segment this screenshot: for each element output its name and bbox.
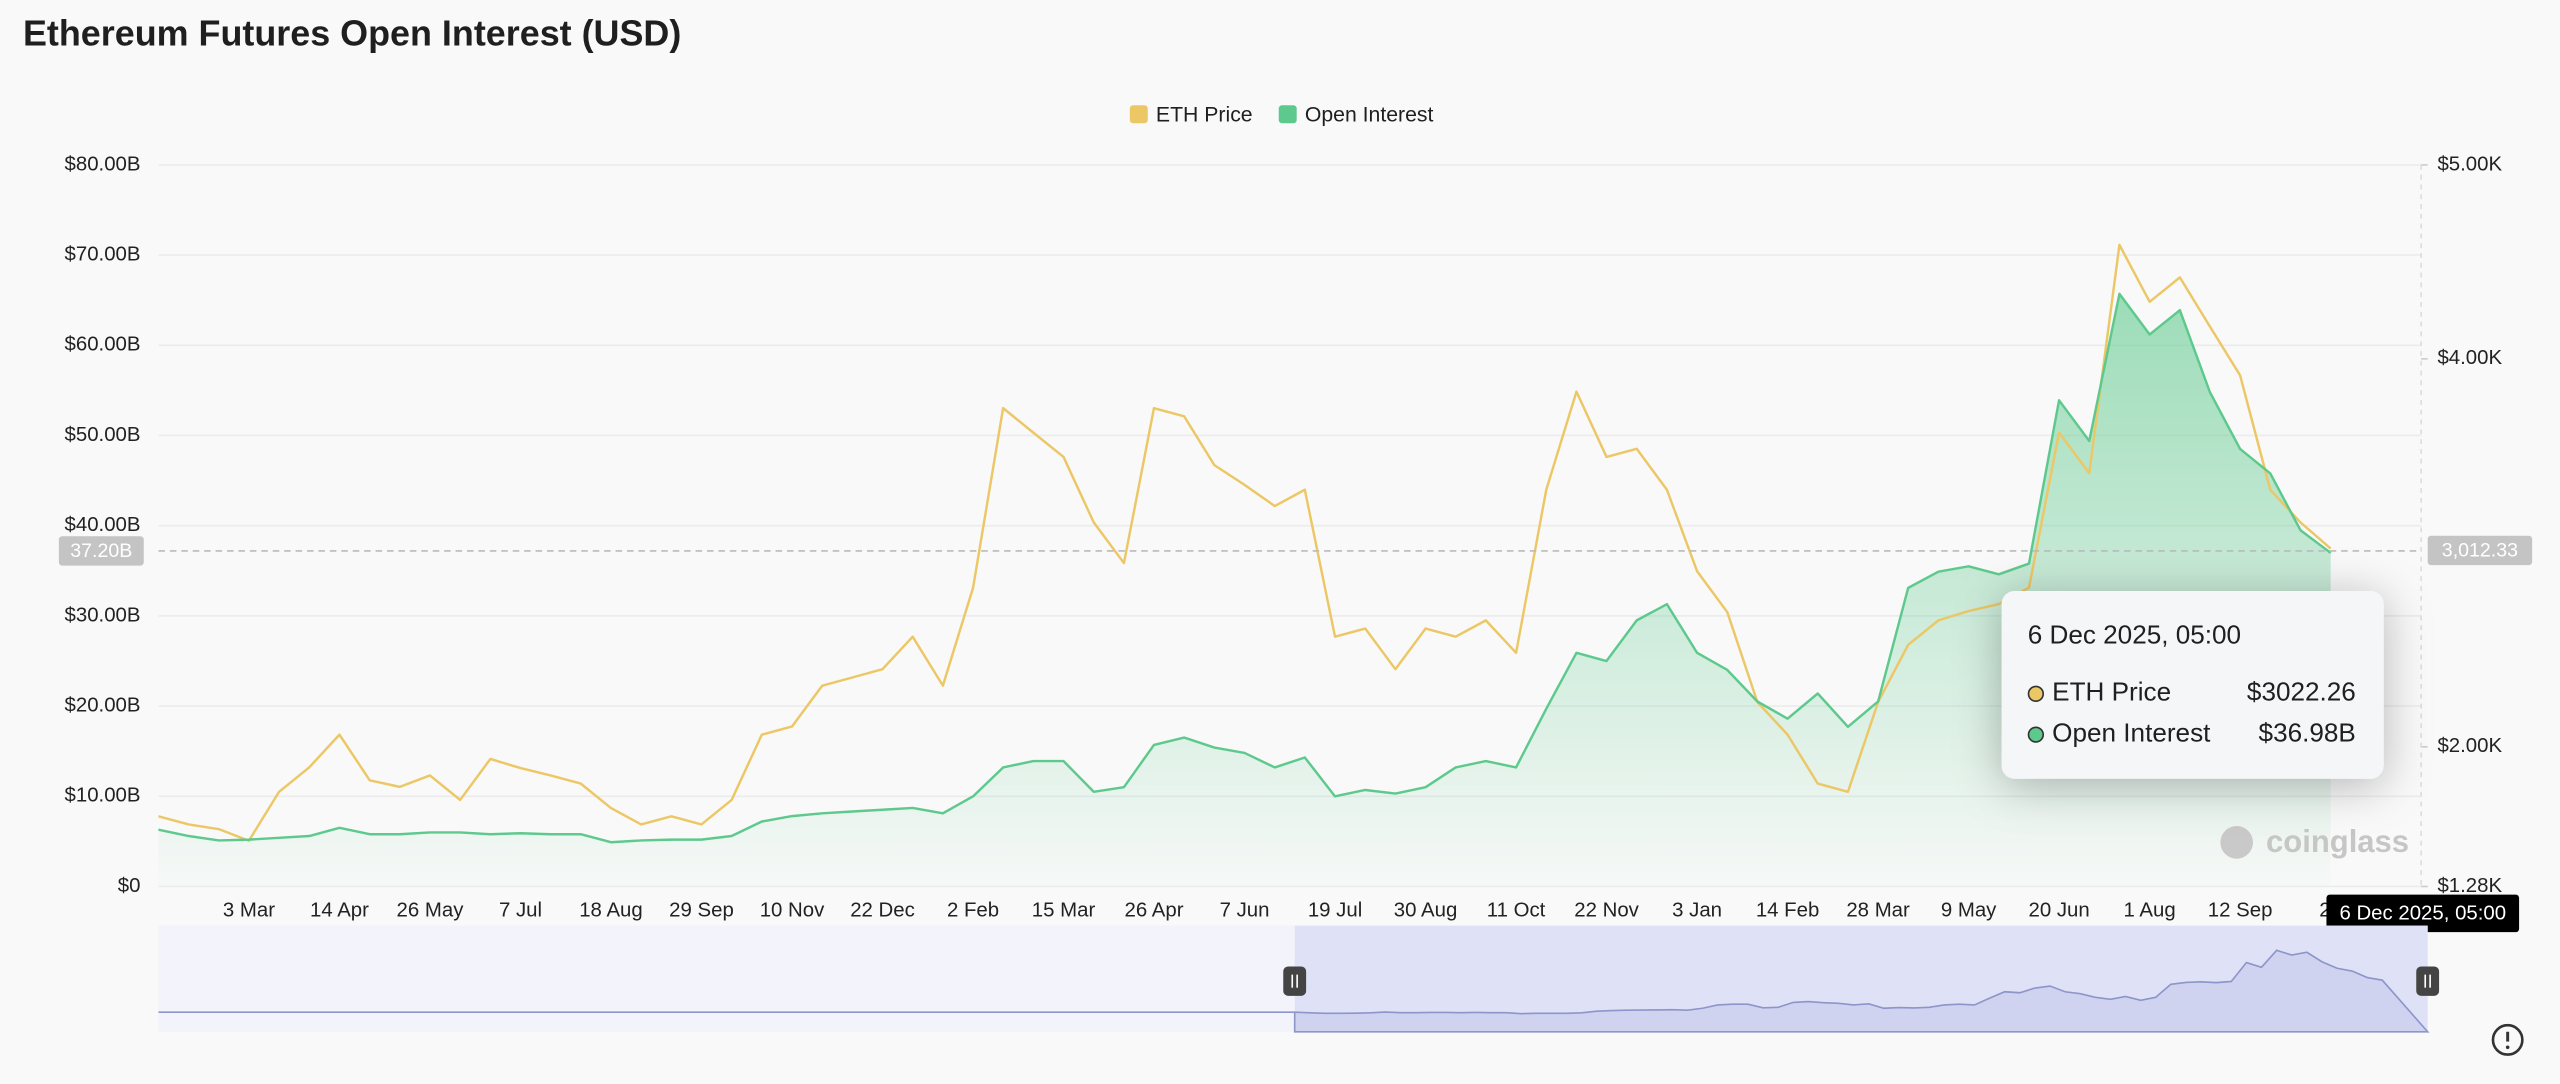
area [158, 293, 2331, 887]
tooltip-dot [2027, 726, 2045, 743]
x-tick-label: 26 Apr [1125, 899, 1184, 921]
y-tick-label: $10.00B [65, 785, 141, 807]
y2-tick-label: $4.00K [2437, 347, 2502, 369]
tooltip-name: ETH Price [2052, 677, 2171, 707]
tooltip-title: 6 Dec 2025, 05:00 [2028, 620, 2241, 650]
y2-tick-label: $1.28K [2437, 875, 2502, 897]
line [158, 243, 2332, 842]
x-tick-label: 29 Sep [669, 899, 734, 921]
x-tick-label: 2 Feb [947, 899, 999, 921]
tooltip-dot [2027, 685, 2045, 702]
legend-swatch [1278, 105, 1297, 124]
legend-label: ETH Price [1156, 104, 1253, 127]
crosshair-label-bg [58, 536, 144, 566]
crosshair-label: 37.20B [70, 540, 132, 562]
x-tick-label: 11 Oct [1487, 899, 1546, 921]
x-tick-label: 22 Nov [1574, 899, 1639, 921]
x-tick-label: 3 Mar [223, 899, 275, 921]
tooltip-value: $36.98B [2259, 718, 2356, 748]
y-tick-label: $60.00B [65, 334, 141, 356]
handle-body [2416, 966, 2440, 996]
y2-tick-label: $2.00K [2437, 735, 2502, 757]
y-tick-label: $40.00B [65, 514, 141, 536]
handle-body [1283, 966, 1307, 996]
x-crosshair-label: 6 Dec 2025, 05:00 [2339, 903, 2506, 925]
crosshair-label-bg [2427, 535, 2533, 566]
x-tick-label: 26 May [397, 899, 465, 921]
y-tick-label: $80.00B [65, 153, 141, 175]
x-tick-label: 20 Jun [2028, 899, 2089, 921]
y-tick-label: $0 [118, 875, 141, 897]
x-tick-label: 7 Jul [499, 899, 542, 921]
legend-label: Open Interest [1305, 104, 1434, 127]
x-tick-label: 28 Mar [1846, 899, 1910, 921]
tooltip-name: Open Interest [2052, 718, 2211, 748]
x-tick-label: 14 Apr [310, 899, 369, 921]
y-tick-label: $50.00B [65, 424, 141, 446]
x-crosshair-bg [2326, 894, 2520, 933]
crosshair-label: 3,012.33 [2442, 539, 2518, 561]
watermark: coinglass [2266, 824, 2409, 859]
y-tick-label: $70.00B [65, 243, 141, 265]
tooltip-value: $3022.26 [2247, 677, 2356, 707]
watermark-icon [2220, 826, 2253, 859]
x-tick-label: 7 Jun [1220, 899, 1270, 921]
alert-icon[interactable] [2491, 1023, 2524, 1056]
x-tick-label: 30 Aug [1394, 899, 1458, 921]
navigator-handle[interactable] [2416, 966, 2440, 996]
tooltip: 6 Dec 2025, 05:00 ETH Price $3022.26 Open I… [2001, 590, 2384, 779]
x-tick-label: 12 Sep [2208, 899, 2273, 921]
navigator-series [1293, 949, 2430, 1033]
x-tick-label: 19 Jul [1308, 899, 1362, 921]
x-tick-label: 15 Mar [1032, 899, 1096, 921]
tooltip-bg [2001, 590, 2384, 779]
x-tick-label: 10 Nov [760, 899, 825, 921]
y-tick-label: $20.00B [65, 694, 141, 716]
y2-tick-label: $5.00K [2437, 153, 2502, 175]
line [158, 292, 2332, 844]
x-tick-label: 9 May [1941, 899, 1997, 921]
x-tick-label: 3 Jan [1672, 899, 1722, 921]
x-tick-label: 18 Aug [579, 899, 643, 921]
legend-swatch [1129, 105, 1148, 124]
x-tick-label: 22 Dec [850, 899, 915, 921]
navigator-handle[interactable] [1283, 966, 1307, 996]
x-tick-label: 1 Aug [2124, 899, 2176, 921]
chart-title: Ethereum Futures Open Interest (USD) [23, 12, 681, 53]
y-tick-label: $30.00B [65, 604, 141, 626]
x-tick-label: 14 Feb [1756, 899, 1819, 921]
